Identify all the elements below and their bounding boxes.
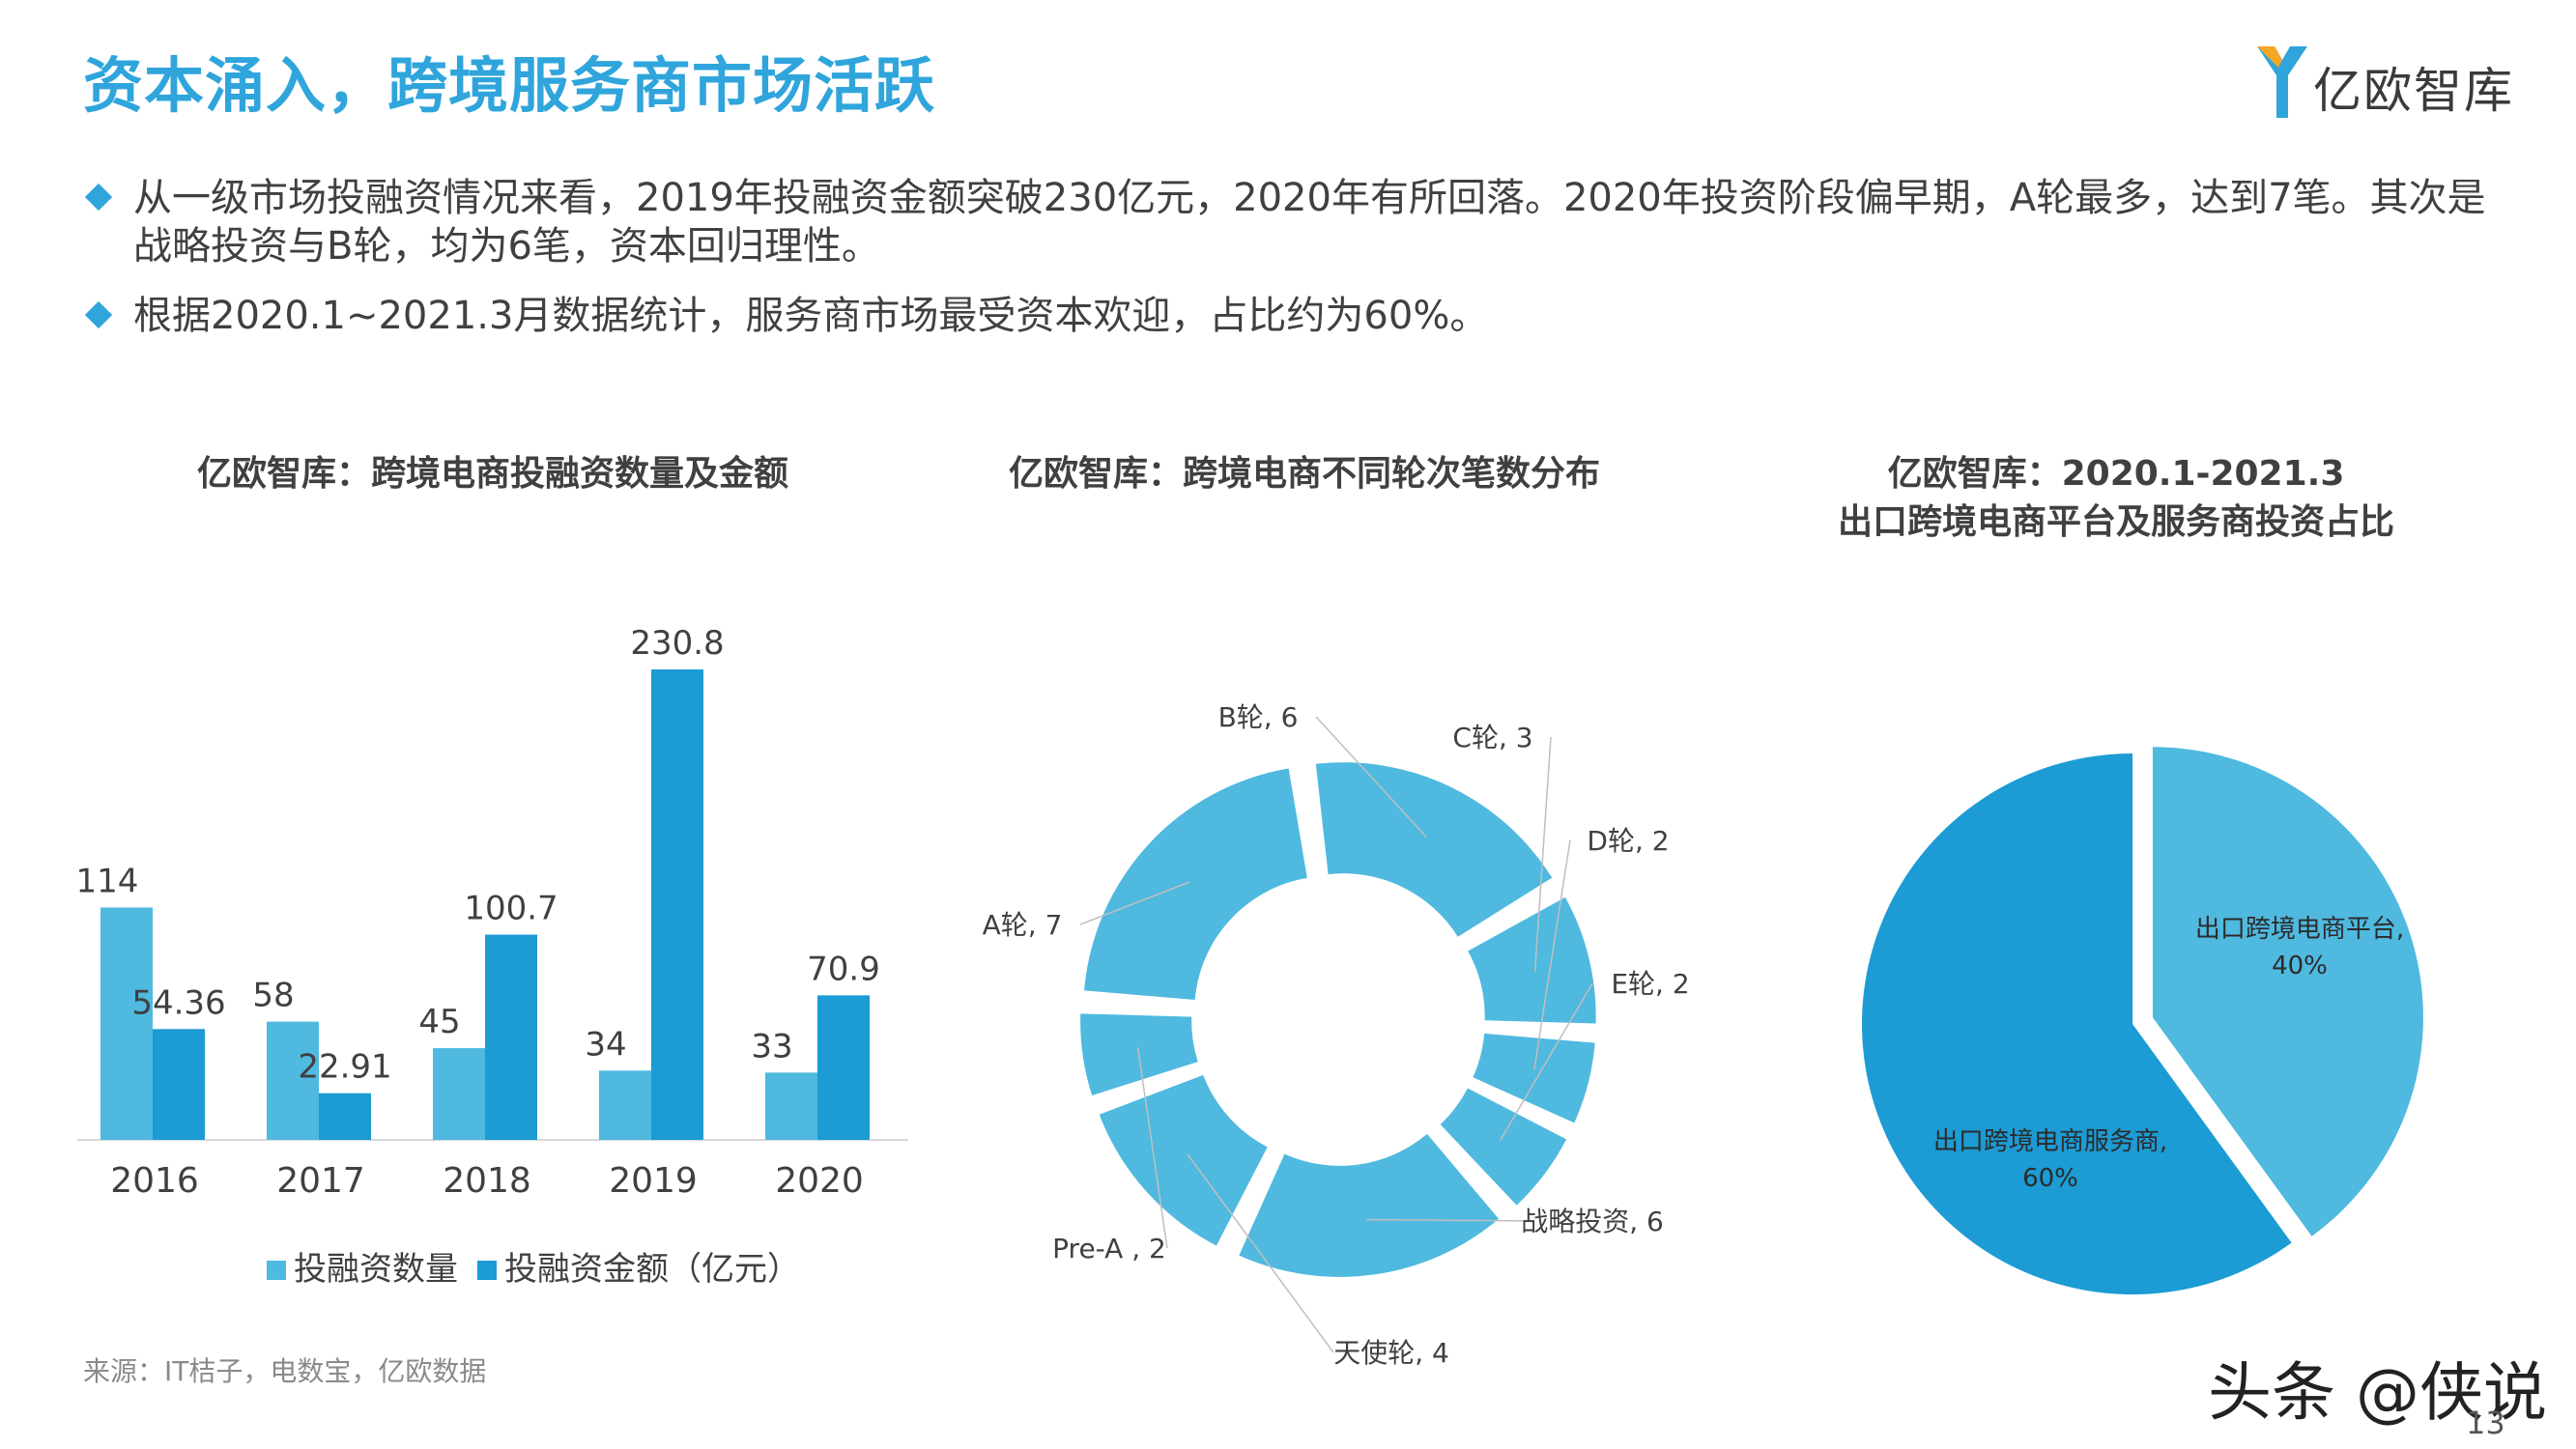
x-tick-label: 2019	[609, 1161, 698, 1201]
bar-value-label: 58	[252, 977, 294, 1015]
pie-slice-label: 出口跨境电商平台,	[2195, 915, 2404, 944]
donut-slice-label: D轮, 2	[1587, 825, 1669, 857]
bar-amount-2017	[319, 1093, 371, 1140]
donut-slice-group	[1473, 1033, 1595, 1123]
donut-slice-天使轮	[1099, 1074, 1268, 1246]
bullet-text: 根据2020.1~2021.3月数据统计，服务商市场最受资本欢迎，占比约为60%…	[133, 294, 1489, 338]
legend-swatch	[477, 1261, 497, 1280]
pie-title-line-1: 亿欧智库：2020.1-2021.3	[1887, 454, 2345, 494]
donut-slice-group	[1239, 1133, 1500, 1277]
watermark: 头条 @侠说	[2208, 1355, 2547, 1430]
bullet-item: 根据2020.1~2021.3月数据统计，服务商市场最受资本欢迎，占比约为60%…	[84, 292, 2520, 340]
donut-slice-group	[1099, 1074, 1268, 1246]
bar-value-label: 22.91	[298, 1048, 391, 1087]
donut-slice-E轮	[1440, 1088, 1567, 1206]
bar-value-label: 100.7	[464, 890, 558, 928]
donut-slice-B轮	[1315, 762, 1553, 937]
donut-leader-line	[1136, 1047, 1168, 1249]
pie-slice-出口跨境电商平台	[2152, 747, 2423, 1236]
bar-count-2018	[433, 1048, 485, 1140]
pie-slice-label: 40%	[2272, 952, 2328, 980]
bar-amount-2016	[153, 1029, 205, 1140]
x-tick-label: 2016	[110, 1161, 199, 1201]
donut-slice-label: 天使轮, 4	[1333, 1337, 1449, 1369]
donut-leader-line	[1533, 839, 1571, 1070]
pie-slice-label: 出口跨境电商服务商,	[1933, 1127, 2167, 1156]
donut-chart-title: 亿欧智库：跨境电商不同轮次笔数分布	[1008, 454, 1600, 494]
donut-leader-line	[1315, 716, 1427, 838]
bar-amount-2018	[485, 934, 537, 1140]
bullet-text: 从一级市场投融资情况来看，2019年投融资金额突破230亿元，2020年有所回落…	[133, 176, 2486, 269]
legend-swatch	[267, 1261, 286, 1280]
bullet-list: 从一级市场投融资情况来看，2019年投融资金额突破230亿元，2020年有所回落…	[84, 174, 2520, 361]
pie-slice-出口跨境电商服务商	[1861, 753, 2292, 1295]
bar-count-2020	[765, 1072, 817, 1140]
donut-slice-D轮	[1473, 1033, 1595, 1123]
pie-title-line-2: 出口跨境电商平台及服务商投资占比	[1837, 502, 2394, 542]
bar-value-label: 54.36	[131, 983, 225, 1022]
x-tick-label: 2017	[276, 1161, 365, 1201]
donut-slice-label: C轮, 3	[1452, 722, 1532, 753]
x-tick-label: 2018	[443, 1161, 531, 1201]
bar-amount-2019	[651, 669, 703, 1140]
donut-slice-group	[1084, 768, 1307, 1001]
donut-slice-label: B轮, 6	[1218, 701, 1299, 733]
bar-count-2017	[267, 1021, 319, 1140]
donut-leader-line	[1533, 736, 1552, 972]
donut-slice-C轮	[1468, 896, 1596, 1024]
donut-leader-line	[1366, 1218, 1535, 1222]
x-tick-label: 2020	[775, 1161, 864, 1201]
pie-slice-label: 60%	[2022, 1164, 2078, 1193]
page-number: 13	[2466, 1405, 2505, 1441]
bar-value-label: 34	[585, 1025, 626, 1064]
logo-mark-icon	[2257, 46, 2307, 118]
donut-slice-group	[1315, 762, 1553, 937]
logo-text: 亿欧智库	[2313, 63, 2514, 119]
bullet-item: 从一级市场投融资情况来看，2019年投融资金额突破230亿元，2020年有所回落…	[84, 174, 2520, 270]
donut-slice-label: 战略投资, 6	[1521, 1206, 1664, 1237]
bar-value-label: 33	[751, 1027, 792, 1065]
donut-slice-战略投资	[1239, 1133, 1500, 1277]
bar-count-2016	[100, 907, 153, 1140]
bar-value-label: 230.8	[630, 624, 724, 663]
donut-leader-line	[1079, 881, 1190, 925]
donut-slice-group	[1468, 896, 1596, 1024]
donut-slice-group	[1440, 1088, 1567, 1206]
bar-value-label: 114	[76, 862, 139, 900]
slide-title: 资本涌入，跨境服务商市场活跃	[83, 50, 936, 121]
legend-label: 投融资数量	[294, 1250, 458, 1289]
donut-leader-line	[1499, 982, 1593, 1142]
bar-value-label: 70.9	[807, 950, 880, 988]
yiou-logo: 亿欧智库	[2253, 39, 2543, 126]
bar-chart-title: 亿欧智库：跨境电商投融资数量及金额	[196, 454, 788, 494]
donut-slice-label: Pre-A , 2	[1052, 1233, 1166, 1264]
pie-chart-title: 亿欧智库：2020.1-2021.3 出口跨境电商平台及服务商投资占比	[1720, 450, 2512, 547]
legend-label: 投融资金额（亿元）	[504, 1250, 800, 1289]
bar-amount-2020	[817, 995, 870, 1140]
donut-slice-label: A轮, 7	[983, 909, 1063, 941]
donut-leader-line	[1187, 1153, 1334, 1353]
donut-slice-A轮	[1084, 768, 1307, 1001]
donut-slice-label: E轮, 2	[1611, 968, 1689, 1000]
bar-count-2019	[599, 1070, 651, 1140]
source-note: 来源：IT桔子，电数宝，亿欧数据	[83, 1355, 487, 1387]
bar-value-label: 45	[418, 1003, 460, 1041]
